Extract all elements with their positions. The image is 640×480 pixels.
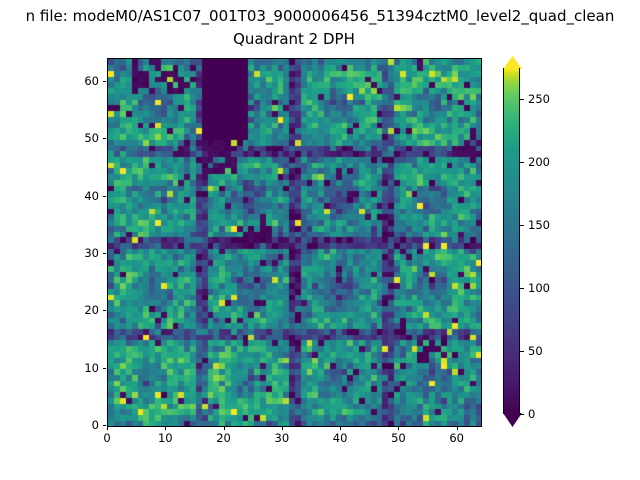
colorbar-tick-mark: [520, 414, 524, 415]
x-tick-label: 20: [216, 431, 231, 445]
x-tick-mark: [340, 426, 342, 430]
colorbar-tick-label: 50: [528, 344, 543, 359]
x-tick-label: 40: [332, 431, 348, 445]
colorbar-tick-label: 0: [528, 407, 536, 421]
colorbar-tick-mark: [520, 162, 524, 164]
x-tick-label: 0: [103, 431, 111, 445]
colorbar-tick-label: 100: [528, 281, 550, 296]
y-tick-label: 20: [84, 303, 99, 318]
y-tick-mark: [102, 80, 106, 82]
y-tick-label: 60: [84, 73, 99, 88]
x-tick-mark: [107, 426, 108, 430]
colorbar-tick-label: 250: [528, 92, 550, 107]
colorbar: 0 50 100 150 200 250: [503, 56, 550, 427]
colorbar-tick-mark: [520, 99, 524, 101]
y-tick-mark: [102, 310, 106, 312]
y-tick-mark: [102, 252, 106, 254]
x-tick-mark: [456, 426, 458, 430]
x-tick-mark: [398, 426, 400, 430]
x-tick-mark: [223, 426, 225, 430]
colorbar-tick-label: 200: [528, 155, 550, 170]
colorbar-tick-mark: [520, 225, 524, 227]
heatmap-axes: [107, 58, 482, 427]
y-tick-label: 40: [84, 188, 99, 203]
y-tick-label: 50: [84, 131, 99, 146]
y-tick-mark: [102, 425, 106, 426]
y-tick-mark: [102, 195, 106, 197]
colorbar-tick-label: 150: [528, 218, 550, 233]
y-tick-mark: [102, 138, 106, 140]
colorbar-gradient: [503, 68, 520, 414]
figure-suptitle: n file: modeM0/AS1C07_001T03_9000006456_…: [0, 7, 640, 25]
x-tick-mark: [165, 426, 167, 430]
suptitle-text: n file: modeM0/AS1C07_001T03_9000006456_…: [25, 7, 615, 25]
y-tick-label: 0: [91, 418, 99, 432]
x-tick-mark: [281, 426, 283, 430]
dph-heatmap-image: [108, 59, 481, 426]
x-tick-label: 30: [274, 431, 290, 445]
y-tick-label: 10: [84, 360, 99, 375]
y-tick-mark: [102, 367, 106, 369]
y-tick-label: 30: [84, 245, 99, 260]
x-tick-label: 60: [449, 431, 465, 445]
page-title: Quadrant 2 DPH: [233, 30, 355, 48]
colorbar-tick-mark: [520, 288, 524, 290]
x-tick-label: 10: [157, 431, 173, 445]
colorbar-under-arrow-icon: [503, 413, 522, 427]
colorbar-tick-mark: [520, 351, 524, 353]
x-tick-label: 50: [391, 431, 406, 445]
